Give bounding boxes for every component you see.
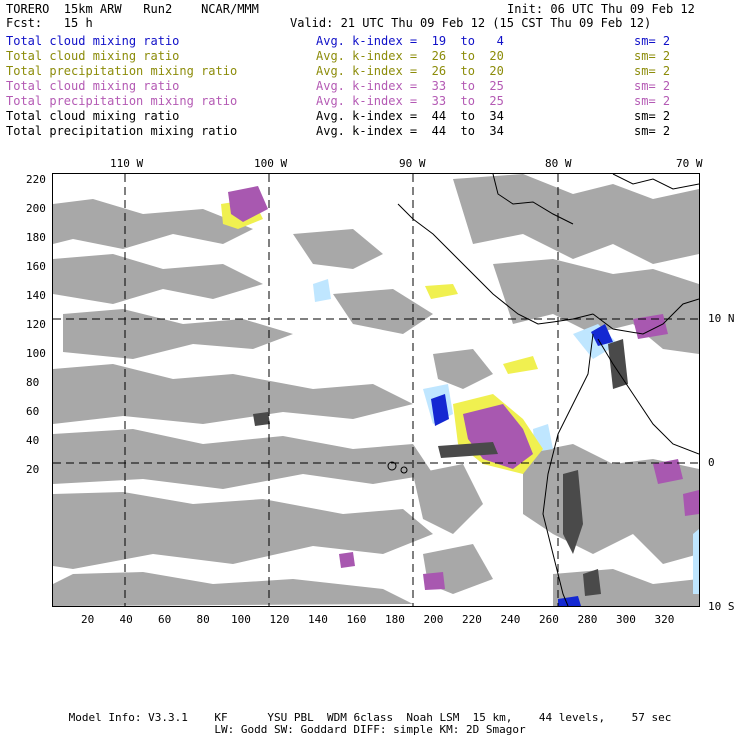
legend-field-name: Total cloud mixing ratio [6, 79, 180, 93]
grid-y-label: 120 [26, 318, 46, 331]
coastline-layer [387, 174, 699, 606]
lon-label-110w: 110 W [110, 157, 144, 170]
legend-k-index: Avg. k-index = 44 to 34 [316, 109, 504, 123]
legend-smoothing: sm= 2 [634, 94, 671, 108]
grid-y-label: 20 [26, 463, 40, 476]
legend-field-name: Total cloud mixing ratio [6, 109, 180, 123]
grid-y-label: 140 [26, 289, 46, 302]
legend-k-index: Avg. k-index = 26 to 20 [316, 49, 504, 63]
legend-row: Total cloud mixing ratio Avg. k-index = 2… [6, 49, 736, 63]
grid-x-label: 100 [231, 613, 251, 626]
grid-y-label: 80 [26, 376, 40, 389]
legend-field-name: Total precipitation mixing ratio [6, 64, 238, 78]
legend-row: Total cloud mixing ratio Avg. k-index = 1… [6, 34, 736, 48]
grid-x-label: 20 [81, 613, 95, 626]
grid-x-label: 200 [423, 613, 444, 626]
legend-row: Total precipitation mixing ratio Avg. k-i… [6, 94, 736, 108]
lat-label-10n: 10 N [708, 312, 735, 325]
grid-x-label: 140 [308, 613, 328, 626]
legend-field-name: Total cloud mixing ratio [6, 49, 180, 63]
lon-label-90w: 90 W [399, 157, 426, 170]
grid-x-label: 180 [385, 613, 405, 626]
grid-y-label: 200 [26, 202, 46, 215]
forecast-hour: Fcst: 15 h [6, 16, 93, 30]
model-title: TORERO 15km ARW Run2 NCAR/MMM [6, 2, 259, 16]
legend-k-index: Avg. k-index = 26 to 20 [316, 64, 504, 78]
legend-k-index: Avg. k-index = 19 to 4 [316, 34, 504, 48]
grid-y-label: 100 [26, 347, 46, 360]
legend-smoothing: sm= 2 [634, 124, 671, 138]
graticule [53, 174, 699, 606]
lon-label-80w: 80 W [545, 157, 572, 170]
legend-smoothing: sm= 2 [634, 34, 671, 48]
blue-layer [431, 324, 613, 606]
legend-k-index: Avg. k-index = 44 to 34 [316, 124, 504, 138]
grid-y-label: 60 [26, 405, 40, 418]
legend-field-name: Total precipitation mixing ratio [6, 124, 238, 138]
grid-x-label: 80 [196, 613, 210, 626]
grid-x-label: 160 [346, 613, 367, 626]
lat-label-0: 0 [708, 456, 715, 469]
model-info-line1: Model Info: V3.3.1 KF YSU PBL WDM 6class… [68, 711, 672, 724]
lon-label-70w: 70 W [676, 157, 703, 170]
grid-x-label: 120 [269, 613, 290, 626]
legend-smoothing: sm= 2 [634, 49, 671, 63]
lat-label-10s: 10 S [708, 600, 735, 613]
grid-x-label: 220 [462, 613, 482, 626]
legend-field-name: Total precipitation mixing ratio [6, 94, 238, 108]
cloud-cover-layer [53, 174, 699, 606]
grid-x-label: 300 [616, 613, 636, 626]
valid-time: Valid: 21 UTC Thu 09 Feb 12 (15 CST Thu … [290, 16, 652, 30]
dark-precip-layer [253, 339, 628, 596]
legend-row: Total precipitation mixing ratio Avg. k-i… [6, 64, 736, 78]
grid-y-label: 180 [26, 231, 46, 244]
grid-x-label: 60 [158, 613, 172, 626]
forecast-map [52, 173, 700, 607]
grid-y-label: 40 [26, 434, 40, 447]
legend-smoothing: sm= 2 [634, 64, 671, 78]
legend-row: Total precipitation mixing ratio Avg. k-i… [6, 124, 736, 138]
grid-x-label: 260 [539, 613, 559, 626]
grid-x-label: 320 [654, 613, 675, 626]
grid-x-label: 40 [119, 613, 133, 626]
legend-k-index: Avg. k-index = 33 to 25 [316, 94, 504, 108]
map-canvas [53, 174, 699, 606]
legend-row: Total cloud mixing ratio Avg. k-index = 3… [6, 79, 736, 93]
model-info-line2: LW: Godd SW: Goddard DIFF: simple KM: 2D… [214, 723, 526, 736]
legend-smoothing: sm= 2 [634, 109, 671, 123]
grid-y-label: 160 [26, 260, 46, 273]
legend-field-name: Total cloud mixing ratio [6, 34, 180, 48]
grid-x-label: 240 [500, 613, 521, 626]
legend-k-index: Avg. k-index = 33 to 25 [316, 79, 504, 93]
legend-row: Total cloud mixing ratio Avg. k-index = 4… [6, 109, 736, 123]
init-time: Init: 06 UTC Thu 09 Feb 12 [507, 2, 695, 16]
grid-y-label: 220 [26, 173, 46, 186]
grid-x-label: 280 [577, 613, 598, 626]
legend-smoothing: sm= 2 [634, 79, 671, 93]
lon-label-100w: 100 W [254, 157, 288, 170]
